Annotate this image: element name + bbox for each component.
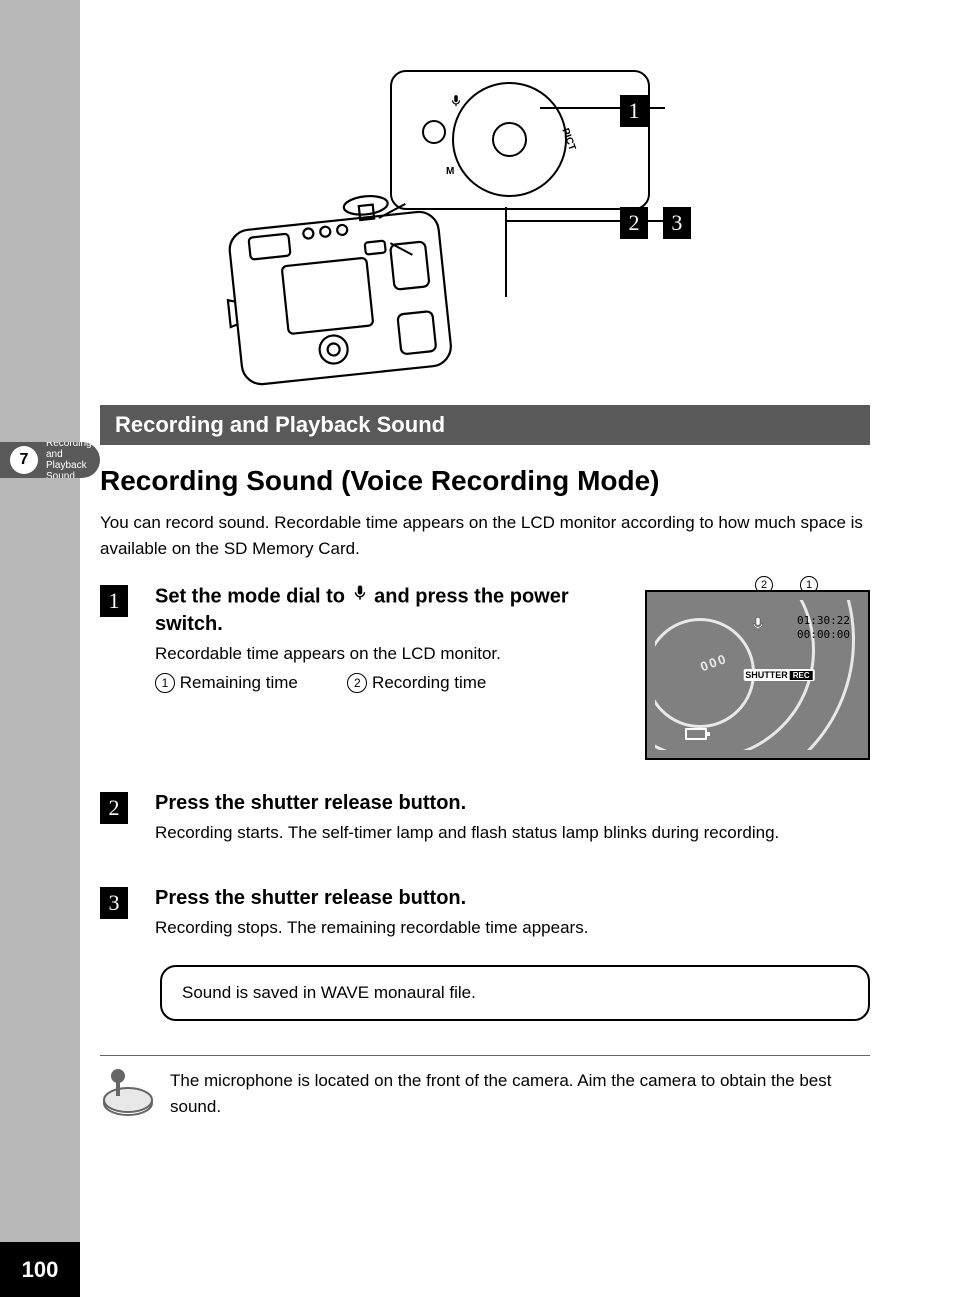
callout-box-23: 2 3 [620, 207, 691, 239]
callout-box-1: 1 [620, 95, 648, 127]
page-content: PICT M [100, 0, 880, 1297]
step-heading: Set the mode dial to and press the power… [155, 583, 615, 638]
step-1: 1 Set the mode dial to and press the pow… [100, 583, 870, 695]
note-box: Sound is saved in WAVE monaural file. [160, 965, 870, 1021]
circled-number: 2 [347, 673, 367, 693]
camera-diagram: PICT M [160, 70, 680, 390]
subitem-text: Recording time [372, 673, 486, 692]
mic-icon [449, 94, 463, 111]
circled-number: 1 [155, 673, 175, 693]
section-title: Recording Sound (Voice Recording Mode) [100, 465, 660, 497]
callout-number: 3 [663, 207, 691, 239]
step-3: 3 Press the shutter release button. Reco… [100, 885, 870, 941]
dial-m-label: M [446, 166, 454, 177]
step-heading: Press the shutter release button. [155, 885, 870, 912]
dial-pict-label: PICT [560, 127, 578, 152]
mic-icon [351, 583, 369, 611]
callout-number: 1 [620, 95, 648, 127]
step-body: Recording starts. The self-timer lamp an… [155, 820, 870, 846]
step-2: 2 Press the shutter release button. Reco… [100, 790, 870, 846]
intro-paragraph: You can record sound. Recordable time ap… [100, 510, 870, 561]
side-tab-text: Recording and Playback Sound [46, 442, 100, 478]
step-subitems: 1 Remaining time 2 Recording time [155, 670, 870, 696]
callout-number: 2 [620, 207, 648, 239]
step-body: Recordable time appears on the LCD monit… [155, 641, 615, 667]
side-tab: 7 Recording and Playback Sound [0, 442, 100, 478]
step-number: 1 [100, 585, 128, 617]
page-number: 100 [0, 1242, 80, 1297]
side-tab-number: 7 [10, 446, 38, 474]
step-number: 3 [100, 887, 128, 919]
camera-body-illustration [220, 190, 470, 400]
battery-icon [685, 728, 707, 740]
left-margin-band [0, 0, 80, 1297]
step-head-before: Set the mode dial to [155, 585, 351, 607]
section-header-bar: Recording and Playback Sound [100, 405, 870, 445]
memo-text: The microphone is located on the front o… [160, 1068, 870, 1128]
mode-dial: PICT M [452, 82, 567, 197]
pushpin-icon [100, 1068, 160, 1128]
dial-release-button [422, 120, 446, 144]
mode-dial-detail: PICT M [390, 70, 650, 210]
step-number: 2 [100, 792, 128, 824]
memo-section: The microphone is located on the front o… [100, 1055, 870, 1128]
subitem-text: Remaining time [180, 673, 298, 692]
step-body: Recording stops. The remaining recordabl… [155, 915, 870, 941]
step-heading: Press the shutter release button. [155, 790, 870, 817]
